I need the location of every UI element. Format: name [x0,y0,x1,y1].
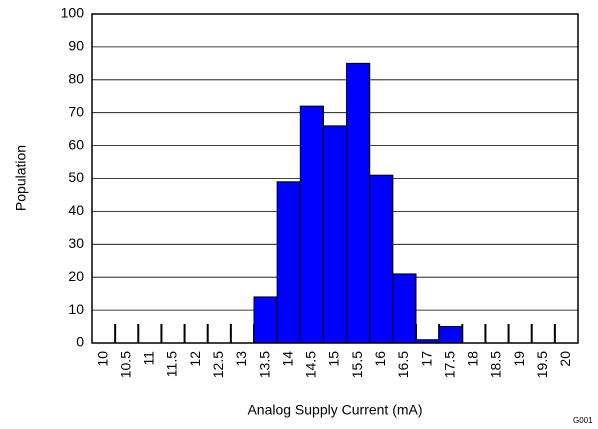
x-tick-label: 11.5 [164,351,180,377]
y-tick-label: 100 [61,5,85,21]
x-tick-label: 17.5 [441,351,457,378]
x-tick-label: 12.5 [210,351,226,378]
x-tick-label: 10 [94,351,110,367]
bar [346,62,371,344]
x-tick-label: 16.5 [395,351,411,378]
x-tick-label: 11 [141,351,157,366]
bar [438,326,463,344]
bar [276,181,301,344]
x-tick-label: 10.5 [117,351,133,378]
y-tick-label: 20 [68,268,84,284]
y-tick-label: 30 [68,235,84,251]
bar [322,125,348,344]
x-tick-label: 14.5 [303,351,319,378]
x-tick-label: 13 [233,351,249,367]
y-tick-label: 60 [68,136,84,152]
x-tick-label: 19.5 [534,351,550,378]
plot-frame [91,13,579,344]
x-tick-label: 20 [557,351,573,367]
x-tick-label: 19 [511,351,527,367]
y-tick-label: 50 [68,169,84,185]
y-axis-title: Population [13,145,29,211]
y-tick-label: 70 [68,103,84,119]
bar [299,105,324,344]
x-tick-label: 13.5 [256,351,272,378]
y-tick-label: 0 [76,334,84,350]
x-tick-label: 14 [279,351,295,367]
bar [369,174,394,344]
x-tick-label: 15 [326,351,342,367]
bar [253,296,278,344]
x-tick-label: 18.5 [488,351,504,378]
y-tick-label: 90 [68,38,84,54]
y-tick-label: 40 [68,202,84,218]
x-axis-title: Analog Supply Current (mA) [247,402,422,418]
x-tick-label: 18 [465,351,481,367]
bar [392,273,417,344]
x-tick-label: 12 [187,351,203,367]
y-tick-label: 10 [68,301,84,317]
y-tick-label: 80 [68,71,84,87]
x-tick-label: 17 [418,351,434,367]
figure-code: G001 [573,416,593,425]
x-tick-label: 15.5 [349,351,365,378]
x-tick-label: 16 [372,351,388,367]
